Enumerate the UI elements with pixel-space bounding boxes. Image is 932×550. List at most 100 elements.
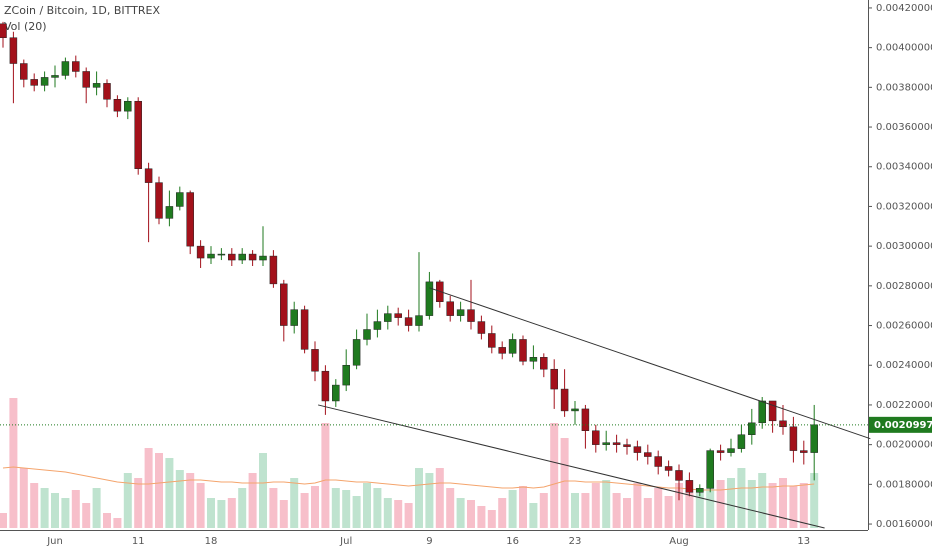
candle-body — [748, 422, 756, 435]
volume-bar — [747, 480, 756, 528]
last-price-label: 0.00209979 — [874, 420, 932, 431]
volume-bar — [643, 498, 652, 528]
volume-bar — [134, 478, 143, 528]
x-tick-label: Jun — [46, 536, 63, 547]
volume-bar — [602, 480, 611, 528]
volume-bar — [591, 483, 600, 528]
candle-body — [467, 309, 475, 322]
candle-body — [0, 23, 7, 38]
candle-body — [456, 309, 465, 316]
y-tick-label: 0.00320000 — [876, 201, 932, 212]
volume-bar — [456, 498, 465, 528]
volume-bar — [217, 500, 226, 528]
candle-body — [124, 100, 132, 112]
volume-bar — [810, 473, 819, 528]
candle-body — [602, 442, 610, 445]
volume-bar — [394, 500, 403, 528]
candle-body — [758, 400, 766, 424]
volume-bar — [342, 490, 351, 528]
candle-body — [581, 408, 590, 431]
candle-body — [196, 245, 205, 259]
volume-bar — [758, 473, 767, 528]
volume-bar — [716, 480, 725, 528]
candle-body — [207, 253, 215, 259]
volume-bar — [279, 500, 288, 528]
volume-bar — [196, 483, 205, 528]
x-tick-label: 18 — [205, 536, 218, 547]
volume-bar — [560, 438, 569, 528]
candle-body — [259, 255, 267, 261]
candle-body — [186, 192, 194, 247]
candle-body — [394, 313, 402, 318]
volume-bar — [9, 398, 18, 528]
volume-bar — [654, 488, 663, 528]
volume-bar — [799, 483, 808, 528]
candle-body — [134, 100, 142, 169]
volume-bar — [529, 503, 538, 528]
y-tick-label: 0.00400000 — [876, 43, 932, 54]
candle-body — [768, 400, 777, 422]
candle-body — [477, 321, 486, 334]
candle-body — [540, 357, 548, 370]
candle-body — [706, 450, 714, 489]
y-tick-label: 0.00200000 — [876, 440, 932, 451]
x-tick-label: Aug — [669, 536, 689, 547]
candle-body — [373, 321, 382, 330]
volume-bar — [311, 486, 319, 528]
candle-body — [342, 364, 350, 386]
candle-body — [498, 347, 506, 354]
volume-bar — [415, 468, 423, 528]
volume-bar — [186, 473, 195, 528]
y-tick-label: 0.00280000 — [876, 281, 932, 292]
candle-body — [238, 253, 246, 261]
candle-body — [571, 408, 579, 412]
candle-body — [321, 370, 330, 402]
volume-bar — [498, 498, 507, 528]
candle-body — [633, 446, 642, 453]
candle-body — [654, 456, 662, 467]
candle-body — [415, 315, 423, 326]
candle-body — [550, 368, 558, 390]
candle-body — [103, 83, 111, 100]
candle-body — [800, 450, 808, 453]
candle-body — [144, 168, 153, 183]
candle-body — [113, 99, 122, 112]
x-tick-label: 16 — [506, 536, 519, 547]
volume-bar — [175, 470, 184, 528]
candle-body — [82, 71, 90, 88]
candle-body — [228, 253, 236, 261]
volume-bar — [207, 498, 215, 528]
candle-body — [519, 339, 527, 362]
volume-bar — [103, 513, 111, 528]
y-tick-label: 0.00420000 — [876, 3, 932, 14]
candle-body — [290, 309, 298, 326]
volume-bar — [404, 503, 413, 528]
candle-body — [61, 61, 70, 76]
volume-bar — [30, 483, 39, 528]
y-tick-label: 0.00220000 — [876, 400, 932, 411]
candle-body — [280, 283, 288, 326]
candle-body — [592, 430, 600, 445]
volume-bar — [40, 488, 49, 528]
candle-body — [72, 61, 80, 72]
y-tick-label: 0.00360000 — [876, 122, 932, 133]
candle-body — [425, 281, 434, 316]
candle-body — [696, 488, 704, 493]
volume-bar — [685, 490, 694, 528]
y-tick-label: 0.00180000 — [876, 479, 932, 490]
volume-bar — [435, 468, 444, 528]
candle-body — [92, 83, 101, 88]
volume-bar — [165, 458, 174, 528]
chart-title: ZCoin / Bitcoin, 1D, BITTREX — [4, 4, 160, 17]
candle-body — [165, 206, 174, 219]
volume-bar — [331, 488, 340, 528]
volume-bar — [477, 506, 486, 528]
candle-body — [664, 466, 673, 471]
volume-bar — [248, 473, 257, 528]
volume-bar — [259, 453, 267, 528]
volume-bar — [227, 498, 236, 528]
candle-body — [644, 452, 652, 457]
volume-bar — [82, 503, 91, 528]
candle-body — [737, 434, 746, 449]
